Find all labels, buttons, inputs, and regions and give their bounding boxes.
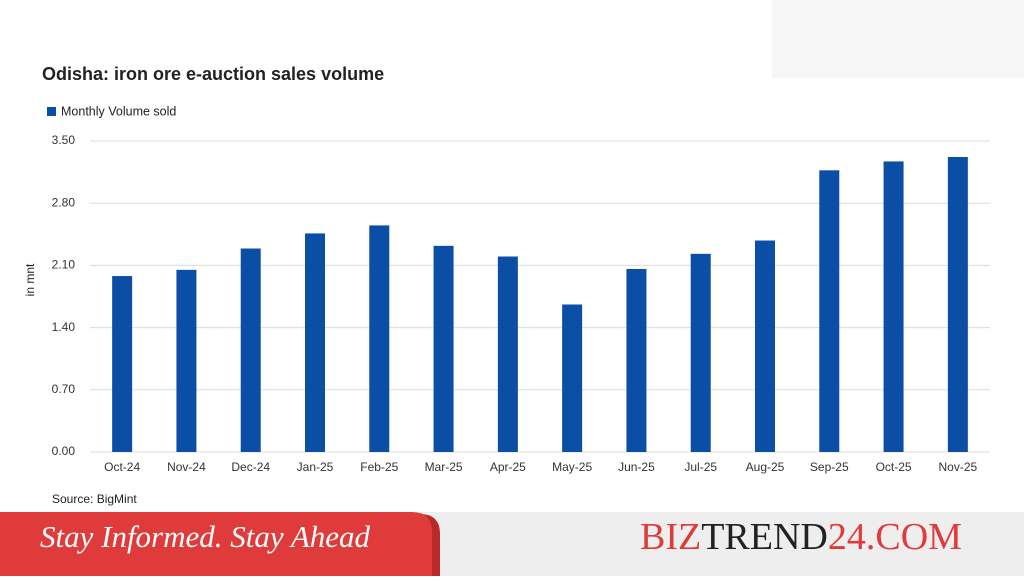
x-tick-label: Apr-25	[490, 460, 526, 474]
bar	[176, 269, 197, 452]
bar	[819, 170, 840, 452]
bar	[240, 248, 261, 452]
bar	[433, 245, 454, 452]
bar	[626, 268, 647, 452]
x-tick-label: Feb-25	[360, 460, 398, 474]
brand-part: 24.COM	[828, 516, 962, 558]
bar	[369, 225, 390, 452]
y-tick-label: 0.70	[52, 382, 76, 396]
plot: 0.00 0.70 1.40 2.10 2.80 3.50 Oct-24 Nov-24 Dec-…	[52, 133, 990, 474]
y-axis-label: in mnt	[23, 263, 37, 296]
bar	[497, 256, 518, 452]
bar	[562, 304, 583, 452]
brand: BIZTREND24.COM	[640, 516, 962, 558]
y-tick-label: 2.10	[52, 258, 76, 272]
x-tick-label: Aug-25	[746, 460, 785, 474]
x-tick-label: Jan-25	[297, 460, 334, 474]
bar	[305, 233, 325, 452]
x-tick-label: Jul-25	[684, 460, 717, 474]
corner-decoration	[772, 0, 1024, 78]
y-tick-label: 2.80	[52, 195, 76, 209]
bar	[690, 253, 711, 452]
source: Source: BigMint	[52, 492, 137, 506]
x-tick-label: Nov-24	[167, 460, 206, 474]
x-tick-label: Oct-24	[104, 460, 140, 474]
chart-title: Odisha: iron ore e-auction sales volume	[42, 64, 384, 84]
bar	[755, 240, 775, 452]
tagline: Stay Informed. Stay Ahead	[40, 519, 371, 554]
y-tick-label: 0.00	[52, 444, 76, 458]
x-tick-label: Jun-25	[618, 460, 655, 474]
x-tick-label: Mar-25	[425, 460, 463, 474]
brand-part: BIZ	[640, 516, 701, 558]
y-tick-label: 1.40	[52, 320, 76, 334]
x-tick-label: Oct-25	[876, 460, 912, 474]
y-tick-label: 3.50	[52, 133, 76, 147]
bar	[112, 276, 133, 452]
x-tick-label: Sep-25	[810, 460, 849, 474]
legend-label: Monthly Volume sold	[61, 104, 176, 118]
x-tick-label: Dec-24	[231, 460, 270, 474]
brand-part: TREND	[701, 516, 828, 558]
bar	[947, 156, 968, 452]
bar	[883, 161, 904, 453]
legend-swatch	[47, 107, 56, 116]
x-tick-label: May-25	[552, 460, 592, 474]
x-tick-label: Nov-25	[939, 460, 978, 474]
banner-tag-bg	[0, 512, 432, 576]
